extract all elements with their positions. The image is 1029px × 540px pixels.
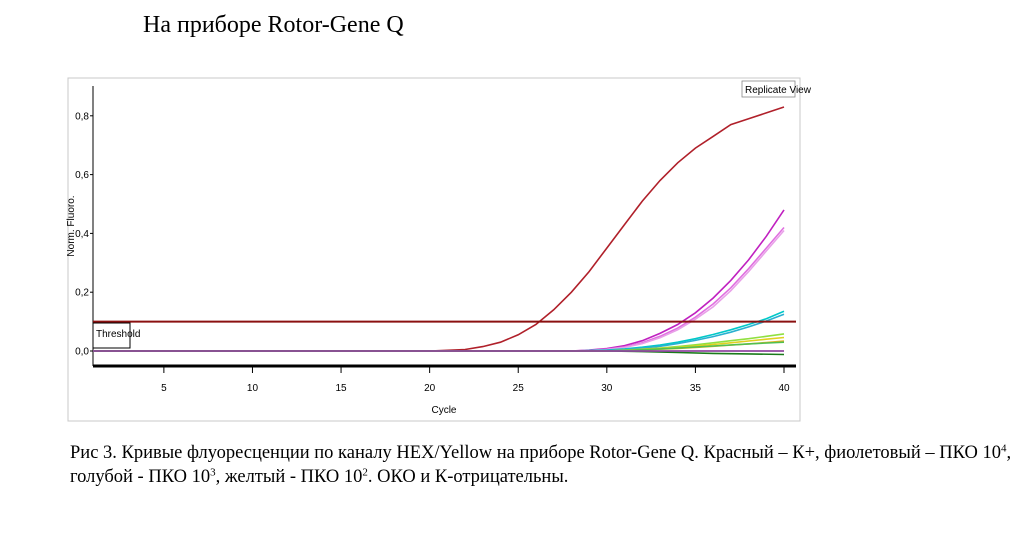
x-tick-label: 25	[513, 383, 525, 394]
y-axis-label-group: Norm. Fluoro.	[66, 195, 77, 256]
x-tick-label: 35	[690, 383, 702, 394]
threshold-group: Threshold	[92, 320, 796, 349]
threshold-label-box	[92, 322, 131, 349]
y-tick-label: 0,2	[75, 288, 89, 299]
caption-text-3: , желтый - ПКО 10	[215, 467, 363, 487]
series-group	[93, 106, 785, 356]
caption-text-1: Рис 3. Кривые флуоресценции по каналу HE…	[70, 443, 1001, 463]
x-tick-group: 5 10 15 20 25 30 35 40	[161, 367, 790, 394]
caption-text-4: . ОКО и К-отрицательны.	[367, 467, 569, 487]
replicate-view-frame	[741, 80, 796, 98]
y-tick-label: 0,6	[75, 170, 89, 181]
pcr-chart: Norm. Fluoro. 0,0 0,2 0,4 0,6 0,8 5 10 15 20 25 3…	[66, 77, 812, 422]
x-axis-label: Cycle	[431, 405, 456, 416]
y-axis-label: Norm. Fluoro.	[66, 195, 77, 256]
x-tick-label: 5	[161, 383, 167, 394]
y-tick-label: 0,4	[75, 229, 89, 240]
chart-frame	[67, 77, 801, 422]
caption-sup-2: 3	[210, 466, 216, 479]
caption-sup-3: 2	[362, 466, 368, 479]
x-tick-label: 40	[778, 383, 790, 394]
caption-sup-1: 4	[1000, 442, 1007, 455]
y-tick-label: 0,0	[75, 347, 89, 358]
x-tick-label: 10	[247, 383, 259, 394]
page-heading: На приборе Rotor-Gene Q	[143, 12, 404, 38]
y-tick-label: 0,8	[75, 111, 89, 122]
figure-caption: Рис 3. Кривые флуоресценции по каналу HE…	[70, 441, 1025, 489]
y-tick-group: 0,0 0,2 0,4 0,6 0,8	[75, 111, 93, 358]
threshold-label: Threshold	[96, 329, 140, 340]
replicate-view-box: Replicate View	[741, 80, 812, 98]
chart-title: Replicate View	[745, 85, 812, 96]
x-tick-label: 30	[601, 383, 613, 394]
caption-text-2: , голубой - ПКО 10	[70, 443, 1012, 487]
x-tick-label: 15	[335, 383, 347, 394]
x-tick-label: 20	[424, 383, 436, 394]
